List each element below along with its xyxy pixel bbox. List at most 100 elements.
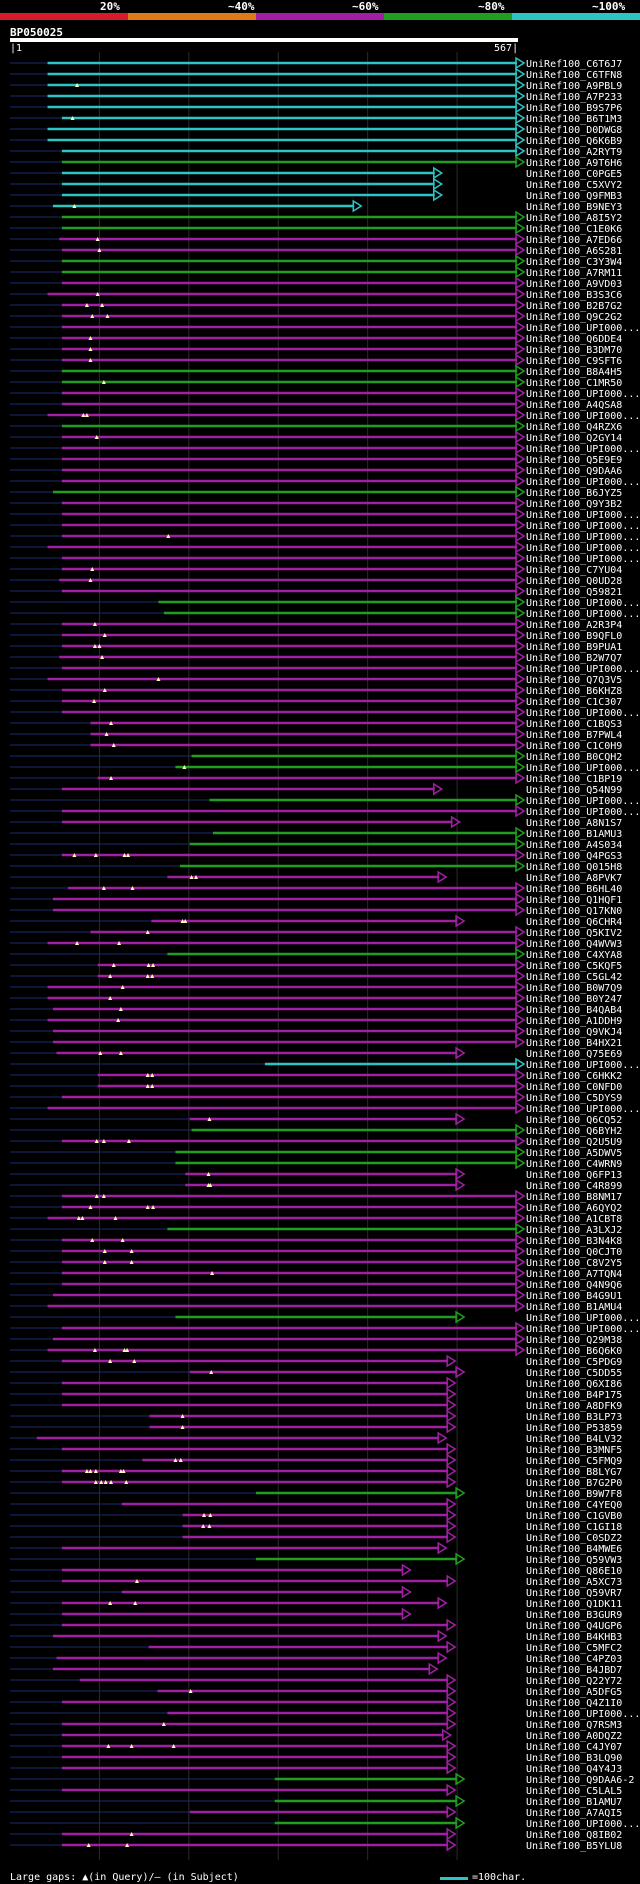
hit-arrowhead <box>515 969 526 983</box>
hit-label: UniRef100_UPI000... <box>526 477 640 488</box>
hit-label: UniRef100_C5MFC2 <box>526 1643 622 1654</box>
query-gap-marker <box>88 347 93 351</box>
query-gap-marker <box>75 83 80 87</box>
hit-arrowhead <box>428 1662 439 1676</box>
hit-arrowhead <box>515 1277 526 1291</box>
hit-arrowhead <box>515 320 526 334</box>
hit-arrowhead <box>515 122 526 136</box>
query-gap-marker <box>201 1524 206 1528</box>
query-gap-marker <box>188 1689 193 1693</box>
query-gap-marker <box>101 886 106 890</box>
hit-arrowhead <box>455 914 466 928</box>
query-gap-marker <box>133 1601 138 1605</box>
hit-arrowhead <box>401 1607 412 1621</box>
hit-label: UniRef100_C0SDZ2 <box>526 1533 622 1544</box>
hit-label: UniRef100_UPI000... <box>526 1104 640 1115</box>
hit-label: UniRef100_A9T6H6 <box>526 158 622 169</box>
hit-label: UniRef100_A1DDH9 <box>526 1016 622 1027</box>
hit-label: UniRef100_C5DD55 <box>526 1368 622 1379</box>
query-gap-marker <box>104 732 109 736</box>
hit-arrowhead <box>450 815 462 829</box>
hit-label: UniRef100_C4XYA8 <box>526 950 622 961</box>
query-gap-marker <box>70 116 75 120</box>
hit-label: UniRef100_Q6CHR4 <box>526 917 622 928</box>
hit-arrowhead <box>515 375 526 389</box>
hit-label: UniRef100_C4YEQ0 <box>526 1500 622 1511</box>
hit-label: UniRef100_C1C0H9 <box>526 741 622 752</box>
hit-arrowhead <box>515 485 526 499</box>
hit-label: UniRef100_A7RM11 <box>526 268 622 279</box>
query-gap-marker <box>108 1359 113 1363</box>
hit-label: UniRef100_A7AQI5 <box>526 1808 622 1819</box>
query-gap-marker <box>117 941 122 945</box>
hit-arrowhead <box>515 1123 526 1137</box>
hit-arrowhead <box>515 716 526 730</box>
hit-label: UniRef100_Q0CJT0 <box>526 1247 622 1258</box>
query-gap-marker <box>88 1469 93 1473</box>
query-gap-marker <box>145 974 150 978</box>
hit-arrowhead <box>455 1178 466 1192</box>
query-gap-marker <box>88 1205 93 1209</box>
hit-arrowhead <box>446 1805 457 1819</box>
hit-arrowhead <box>515 364 526 378</box>
hit-label: UniRef100_UPI000... <box>526 1819 640 1830</box>
scale-label: ~60% <box>352 0 379 13</box>
hit-arrowhead <box>515 738 526 752</box>
hit-arrowhead <box>515 540 526 554</box>
hit-label: UniRef100_Q9Y3B2 <box>526 499 622 510</box>
query-gap-marker <box>108 974 113 978</box>
query-gap-marker <box>102 1260 107 1264</box>
query-gap-marker <box>111 963 116 967</box>
hit-arrowhead <box>446 1464 457 1478</box>
hit-label: UniRef100_Q6CQ52 <box>526 1115 622 1126</box>
hit-label: UniRef100_C4JY07 <box>526 1742 622 1753</box>
query-gap-marker <box>178 1458 183 1462</box>
query-gap-marker <box>92 699 97 703</box>
query-gap-marker <box>95 292 100 296</box>
hit-label: UniRef100_B9PUA1 <box>526 642 622 653</box>
hit-arrowhead <box>432 188 444 202</box>
hit-label: UniRef100_B7PWL4 <box>526 730 622 741</box>
query-gap-marker <box>93 853 98 857</box>
query-gap-marker <box>102 688 107 692</box>
hit-arrowhead <box>515 991 526 1005</box>
hit-arrowhead <box>515 804 526 818</box>
hit-arrowhead <box>446 1376 457 1390</box>
hit-arrowhead <box>446 1442 457 1456</box>
hit-label: UniRef100_C1C307 <box>526 697 622 708</box>
hit-arrowhead <box>515 496 526 510</box>
hit-label: UniRef100_C0NFD0 <box>526 1082 622 1093</box>
query-gap-marker <box>94 435 99 439</box>
hit-arrowhead <box>515 1200 526 1214</box>
gaps-legend: Large gaps: ▲(in Query)/– (in Subject) <box>10 1872 239 1883</box>
query-gap-marker <box>150 1073 155 1077</box>
hit-label: UniRef100_UPI000... <box>526 1709 640 1720</box>
query-gap-marker <box>209 1370 214 1374</box>
hit-arrowhead <box>515 331 526 345</box>
hit-arrowhead <box>432 782 444 796</box>
hit-arrowhead <box>515 672 526 686</box>
hit-arrowhead <box>446 1508 457 1522</box>
query-gap-marker <box>134 1579 139 1583</box>
query-gap-marker <box>105 314 110 318</box>
hit-arrowhead <box>446 1420 457 1434</box>
hit-label: UniRef100_B6T1M3 <box>526 114 622 125</box>
hit-label: UniRef100_UPI000... <box>526 1313 640 1324</box>
hit-arrowhead <box>515 1244 526 1258</box>
hit-label: UniRef100_UPI000... <box>526 598 640 609</box>
query-gap-marker <box>150 1084 155 1088</box>
hit-arrowhead <box>515 760 526 774</box>
hit-arrowhead <box>515 518 526 532</box>
hit-label: UniRef100_C5PDG9 <box>526 1357 622 1368</box>
hit-arrowhead <box>515 1211 526 1225</box>
query-gap-marker <box>189 875 194 879</box>
hit-arrowhead <box>446 1387 457 1401</box>
query-gap-marker <box>81 413 86 417</box>
hit-label: UniRef100_Q6FP13 <box>526 1170 622 1181</box>
hit-arrowhead <box>515 221 526 235</box>
hit-label: UniRef100_B3S3C6 <box>526 290 622 301</box>
hit-label: UniRef100_C1BP19 <box>526 774 622 785</box>
hit-arrowhead <box>515 1013 526 1027</box>
query-gap-marker <box>161 1722 166 1726</box>
hit-arrowhead <box>515 980 526 994</box>
